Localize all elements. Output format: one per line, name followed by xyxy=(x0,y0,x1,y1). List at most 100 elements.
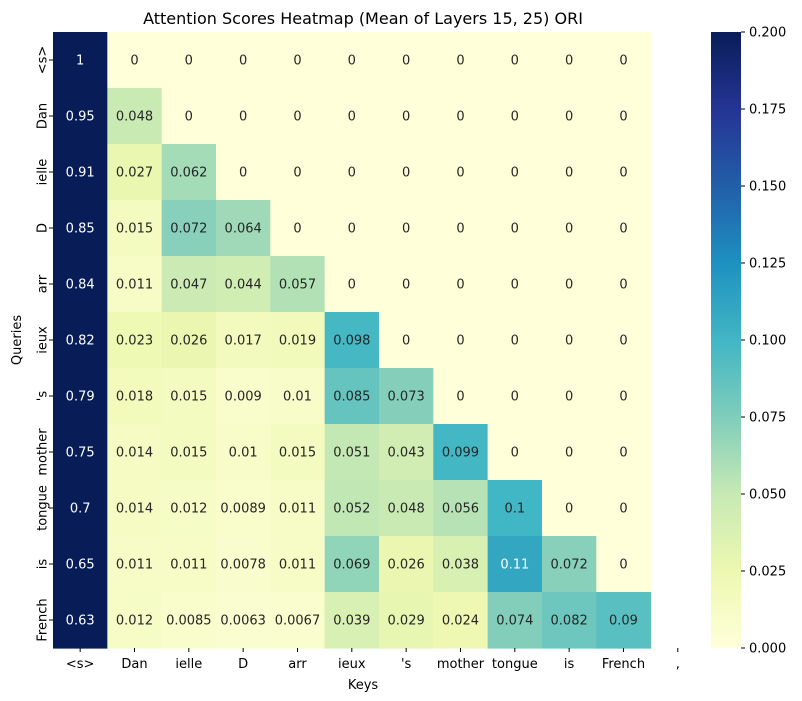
heatmap-cell xyxy=(324,144,380,201)
y-tick-label: <s> xyxy=(36,46,51,75)
heatmap-cell xyxy=(378,592,434,649)
cell-value-label: 0.044 xyxy=(225,278,262,293)
heatmap-cell xyxy=(215,144,271,201)
cell-value-label: 0.043 xyxy=(388,446,425,461)
cell-value-label: 0.018 xyxy=(116,390,153,405)
cell-value-label: 0.014 xyxy=(116,502,153,517)
cell-value-label: 0 xyxy=(402,166,410,181)
cell-value-label: 0 xyxy=(511,334,519,349)
cell-value-label: 0.062 xyxy=(170,166,207,181)
heatmap-cell xyxy=(215,592,271,649)
heatmap-cell xyxy=(596,480,652,537)
heatmap-cell xyxy=(161,88,217,145)
heatmap-cell xyxy=(215,312,271,369)
cell-value-label: 0.011 xyxy=(116,558,153,573)
cell-value-label: 0.01 xyxy=(283,390,312,405)
heatmap-cell xyxy=(53,88,108,145)
cell-value-label: 0.029 xyxy=(388,614,425,629)
heatmap-cell xyxy=(487,424,543,481)
heatmap-cell xyxy=(433,368,489,425)
colorbar-tick-label: 0.125 xyxy=(749,257,786,272)
heatmap-cell xyxy=(487,592,543,649)
colorbar-tick-label: 0.175 xyxy=(749,103,786,118)
cell-value-label: 0.023 xyxy=(116,334,153,349)
heatmap-cell xyxy=(378,424,434,481)
cell-value-label: 0.015 xyxy=(116,222,153,237)
x-tick-label: ielle xyxy=(175,657,202,672)
y-tick-label: D xyxy=(36,223,51,233)
cell-value-label: 0.011 xyxy=(116,278,153,293)
colorbar xyxy=(711,32,741,648)
heatmap-cell xyxy=(541,312,597,369)
heatmap-cell xyxy=(487,32,543,89)
heatmap-cell xyxy=(107,144,163,201)
cell-value-label: 0.039 xyxy=(333,614,370,629)
heatmap-cell xyxy=(487,536,543,593)
heatmap-cell xyxy=(107,200,163,257)
heatmap-cell xyxy=(215,32,271,89)
cell-value-label: 0.009 xyxy=(225,390,262,405)
heatmap-cell xyxy=(596,32,652,89)
cell-value-label: 0.0089 xyxy=(220,502,266,517)
heatmap-cell xyxy=(378,312,434,369)
cell-value-label: 0 xyxy=(185,54,193,69)
heatmap-cell xyxy=(487,312,543,369)
heatmap-cell xyxy=(378,88,434,145)
heatmap-cell xyxy=(270,424,326,481)
y-axis-label: Queries xyxy=(10,315,25,365)
heatmap-cell xyxy=(433,144,489,201)
chart-title: Attention Scores Heatmap (Mean of Layers… xyxy=(143,9,583,28)
heatmap-cell xyxy=(324,592,380,649)
colorbar-tick-label: 0.025 xyxy=(749,565,786,580)
x-tick-label: tongue xyxy=(492,657,538,672)
cell-value-label: 0 xyxy=(511,278,519,293)
heatmap-cell xyxy=(433,312,489,369)
heatmap-cell xyxy=(433,32,489,89)
heatmap-cell xyxy=(487,88,543,145)
heatmap-cell xyxy=(324,256,380,313)
heatmap-cell xyxy=(270,256,326,313)
cell-value-label: 0 xyxy=(619,110,627,125)
y-tick-label: is xyxy=(36,559,51,570)
cell-value-label: 0.048 xyxy=(116,110,153,125)
heatmap-cell xyxy=(161,368,217,425)
cell-value-label: 0 xyxy=(456,110,464,125)
cell-value-label: 0.098 xyxy=(333,334,370,349)
heatmap-cell xyxy=(433,88,489,145)
heatmap-cell xyxy=(107,368,163,425)
heatmap-cell xyxy=(53,256,108,313)
heatmap-cell xyxy=(324,312,380,369)
cell-value-label: 0.011 xyxy=(279,502,316,517)
heatmap-cell xyxy=(53,592,108,649)
cell-value-label: 1 xyxy=(76,54,84,69)
cell-value-label: 0 xyxy=(565,446,573,461)
cell-value-label: 0.75 xyxy=(66,446,95,461)
heatmap-cell xyxy=(487,144,543,201)
cell-value-label: 0 xyxy=(293,166,301,181)
heatmap-cell xyxy=(215,424,271,481)
cell-value-label: 0.011 xyxy=(170,558,207,573)
cell-value-label: 0 xyxy=(293,222,301,237)
heatmap-cell xyxy=(433,200,489,257)
cell-value-label: 0 xyxy=(348,110,356,125)
heatmap-cell xyxy=(324,424,380,481)
heatmap-cell xyxy=(161,32,217,89)
heatmap-cell xyxy=(215,480,271,537)
cell-value-label: 0 xyxy=(511,390,519,405)
cell-value-label: 0 xyxy=(185,110,193,125)
heatmap-cell xyxy=(270,480,326,537)
cell-value-label: 0 xyxy=(402,54,410,69)
colorbar-tick-label: 0.150 xyxy=(749,180,786,195)
y-tick-label: Dan xyxy=(36,103,51,129)
cell-value-label: 0.069 xyxy=(333,558,370,573)
cell-value-label: 0.1 xyxy=(504,502,525,517)
heatmap-cell xyxy=(541,592,597,649)
x-tick-label: is xyxy=(564,657,575,672)
heatmap-cell xyxy=(161,592,217,649)
heatmap-cell xyxy=(215,536,271,593)
cell-value-label: 0.072 xyxy=(170,222,207,237)
cell-value-label: 0 xyxy=(565,222,573,237)
cell-value-label: 0.015 xyxy=(170,390,207,405)
